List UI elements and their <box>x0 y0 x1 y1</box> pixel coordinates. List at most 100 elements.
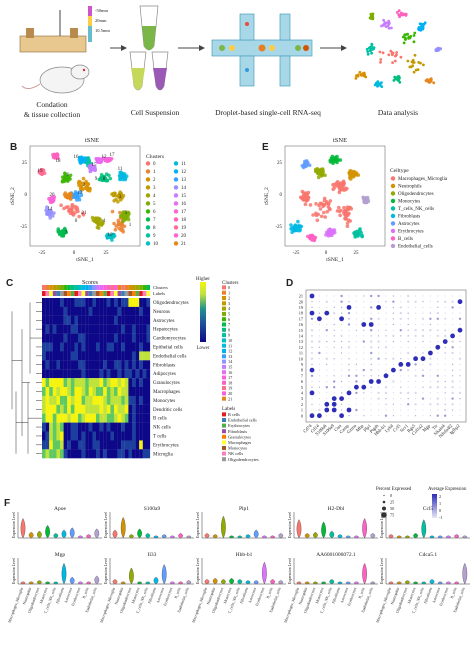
expression-dot <box>348 295 350 297</box>
heatmap-cell <box>142 413 147 423</box>
violin-shape <box>86 581 91 585</box>
expression-dot <box>407 351 410 355</box>
thumbnail-point <box>382 18 385 22</box>
thumbnail-point <box>366 50 370 53</box>
violin-shape <box>112 579 118 585</box>
expression-dot <box>341 346 343 348</box>
expression-dot <box>452 369 454 371</box>
cell-point <box>45 205 49 209</box>
violin-shape <box>161 534 167 539</box>
expression-dot <box>392 392 394 394</box>
violin-shape <box>362 518 367 539</box>
thumbnail-point <box>406 32 409 36</box>
heatmap-cell <box>45 378 50 388</box>
heatmap-cell <box>132 449 136 459</box>
heatmap-cell <box>85 369 89 379</box>
cell-point <box>41 168 46 173</box>
gene-title: H2-Dbl <box>328 506 345 512</box>
cell-point <box>120 177 125 182</box>
expression-dot <box>378 375 380 377</box>
expression-dot <box>421 334 425 338</box>
cell-point <box>363 197 368 202</box>
size-label: 75 <box>390 513 394 518</box>
expression-dot <box>311 323 313 326</box>
expression-dot <box>459 380 461 383</box>
heatmap-cell <box>110 422 115 432</box>
expression-dot <box>444 363 446 365</box>
y-axis-label: Expression Level <box>104 512 108 538</box>
heatmap-cell <box>110 315 115 325</box>
expression-dot <box>415 409 417 411</box>
heatmap-cell <box>146 333 151 343</box>
cluster-annotation-cell <box>56 285 60 290</box>
row-label: B cells <box>153 417 167 422</box>
heatmap-cell <box>124 378 129 388</box>
expression-dot <box>437 341 439 343</box>
heatmap-cell <box>85 342 89 352</box>
expression-dot <box>326 380 328 383</box>
heatmap-cell <box>52 351 57 361</box>
cluster-annotation-cell <box>99 285 104 290</box>
cell-point <box>77 197 82 202</box>
expression-dot <box>429 329 432 332</box>
legend-title: Clusters <box>146 154 164 160</box>
cell-point <box>107 173 111 178</box>
heatmap-cell <box>81 449 86 459</box>
legend-swatch <box>173 201 179 206</box>
expression-dot <box>422 409 424 411</box>
legend-swatch <box>222 375 226 380</box>
cluster-annotation-cell <box>128 285 132 290</box>
heatmap-cell <box>74 315 79 325</box>
expression-dot <box>429 375 431 377</box>
heatmap-cell <box>135 342 140 352</box>
violin-shape <box>304 533 310 539</box>
label-annotation-cell <box>117 291 122 296</box>
expression-dot <box>437 352 439 354</box>
cell-point <box>70 206 74 210</box>
heatmap-cell <box>128 395 133 405</box>
cell-point <box>330 156 335 161</box>
heatmap-cell <box>67 333 71 343</box>
heatmap-cell <box>49 413 53 423</box>
cell-point <box>326 201 331 206</box>
heatmap-cell <box>78 431 82 441</box>
violin-shape <box>186 535 192 539</box>
cell-point <box>37 170 42 175</box>
legend-label: B cells <box>228 412 240 417</box>
legend-swatch <box>390 228 396 234</box>
thumbnail-point <box>397 9 401 13</box>
heatmap-cell <box>114 378 118 388</box>
heatmap-cell <box>52 413 57 423</box>
violin-shape <box>237 535 243 539</box>
legend-swatch <box>173 233 179 238</box>
expression-dot <box>436 311 439 315</box>
heatmap-cell <box>81 351 86 361</box>
heatmap-cell <box>81 431 86 441</box>
cell-point <box>84 185 89 189</box>
expression-dot <box>391 367 396 373</box>
expression-dot <box>385 335 387 337</box>
row-label: Dendritic cells <box>153 408 182 413</box>
label-annotation-cell <box>92 291 96 296</box>
heatmap-cell <box>124 431 129 441</box>
cell-point <box>347 171 352 175</box>
expression-dot <box>451 391 454 395</box>
cell-point <box>76 193 80 197</box>
expression-dot <box>326 335 328 337</box>
row-label: Macrophages <box>153 390 180 395</box>
heatmap-cell <box>92 298 97 307</box>
heatmap-cell <box>135 351 140 361</box>
heatmap-cell <box>96 387 100 396</box>
heatmap-cell <box>142 298 147 307</box>
heatmap-cell <box>70 378 75 388</box>
cell-point <box>67 193 72 198</box>
heatmap-cell <box>74 369 79 379</box>
heatmap-cell <box>117 298 122 307</box>
celltype-label: Macrophages_Microglia <box>191 587 208 624</box>
heatmap-cell <box>114 404 118 414</box>
heatmap-cell <box>85 431 89 441</box>
expression-dot <box>370 386 372 388</box>
thumbnail-point <box>391 61 394 64</box>
